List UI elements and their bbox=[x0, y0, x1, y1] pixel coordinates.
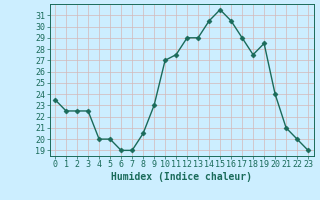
X-axis label: Humidex (Indice chaleur): Humidex (Indice chaleur) bbox=[111, 172, 252, 182]
